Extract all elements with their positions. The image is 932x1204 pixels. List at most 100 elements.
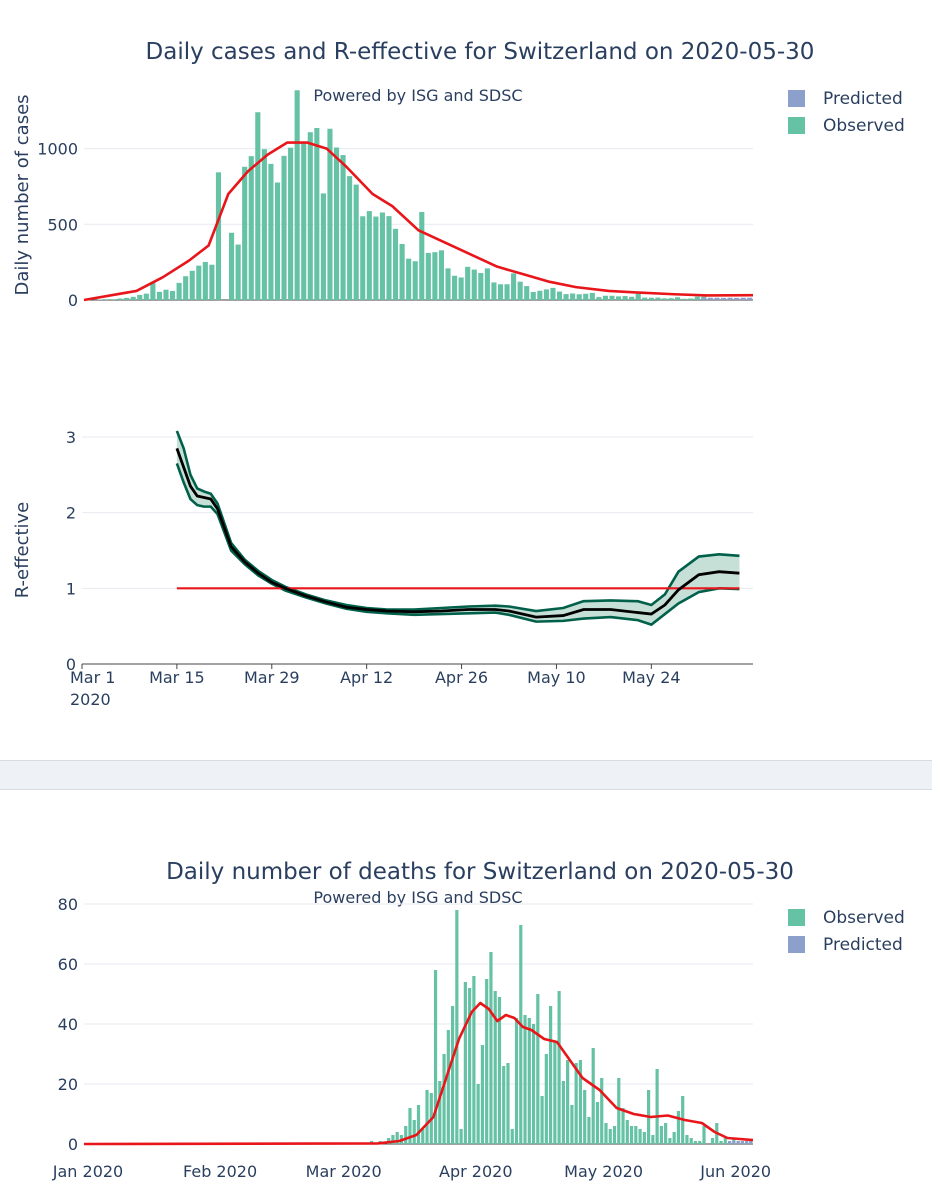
deaths-bar-observed bbox=[404, 1126, 407, 1144]
cases-bar-observed bbox=[583, 294, 588, 300]
legend-top[interactable]: Predicted Observed bbox=[788, 89, 905, 136]
r-y-tick-label: 1 bbox=[66, 579, 76, 598]
cases-bar-predicted bbox=[727, 298, 732, 300]
cases-bar-observed bbox=[163, 290, 168, 300]
chart-title: Daily number of deaths for Switzerland o… bbox=[166, 859, 794, 885]
cases-bar-observed bbox=[301, 143, 306, 300]
deaths-bar-observed bbox=[711, 1138, 714, 1144]
cases-bar-observed bbox=[445, 268, 450, 300]
cases-bar-observed bbox=[354, 185, 359, 300]
deaths-x-tick-label: Feb 2020 bbox=[183, 1162, 257, 1181]
deaths-bar-observed bbox=[540, 1096, 543, 1144]
deaths-bar-observed bbox=[558, 991, 561, 1144]
cases-bar-observed bbox=[118, 298, 123, 300]
cases-bar-observed bbox=[131, 297, 136, 300]
deaths-bar-observed bbox=[519, 925, 522, 1144]
legend-swatch-predicted[interactable] bbox=[788, 90, 805, 107]
cases-bar-observed bbox=[367, 211, 372, 300]
legend-label-predicted[interactable]: Predicted bbox=[823, 89, 903, 109]
deaths-bar-observed bbox=[532, 1024, 535, 1144]
deaths-bar-observed bbox=[570, 1105, 573, 1144]
cases-bar-observed bbox=[695, 297, 700, 300]
legend-swatch-observed[interactable] bbox=[788, 909, 805, 926]
deaths-y-tick-label: 60 bbox=[58, 955, 78, 974]
deaths-bar-observed bbox=[600, 1078, 603, 1144]
deaths-bar-observed bbox=[455, 910, 458, 1144]
cases-bar-observed bbox=[308, 132, 313, 300]
cases-bar-predicted bbox=[721, 298, 726, 300]
cases-bar-observed bbox=[177, 283, 182, 300]
deaths-bar-observed bbox=[536, 994, 539, 1144]
deaths-bar-predicted bbox=[728, 1141, 731, 1144]
cases-bar-observed bbox=[439, 250, 444, 300]
cases-bar-observed bbox=[550, 288, 555, 300]
cases-bar-observed bbox=[596, 297, 601, 300]
deaths-bar-observed bbox=[621, 1108, 624, 1144]
deaths-bar-observed bbox=[413, 1120, 416, 1144]
cases-bar-observed bbox=[544, 289, 549, 300]
legend-swatch-predicted[interactable] bbox=[788, 936, 805, 953]
deaths-y-tick-label: 40 bbox=[58, 1015, 78, 1034]
cases-bar-predicted bbox=[708, 298, 713, 300]
deaths-bar-observed bbox=[562, 1081, 565, 1144]
cases-bar-observed bbox=[511, 273, 516, 300]
r-x-tick-label: Apr 26 bbox=[435, 668, 488, 687]
deaths-bar-observed bbox=[523, 1015, 526, 1144]
legend-label-observed[interactable]: Observed bbox=[823, 908, 905, 928]
deaths-bar-observed bbox=[596, 1102, 599, 1144]
deaths-bar-observed bbox=[515, 1018, 518, 1144]
deaths-bar-observed bbox=[472, 976, 475, 1144]
deaths-bar-observed bbox=[425, 1090, 428, 1144]
cases-bar-observed bbox=[373, 217, 378, 300]
cases-r-figure: Daily cases and R-effective for Switzerl… bbox=[0, 0, 932, 760]
cases-bar-predicted bbox=[747, 298, 752, 300]
deaths-bar-observed bbox=[575, 1063, 578, 1144]
cases-bar-observed bbox=[564, 294, 569, 300]
legend-label-observed[interactable]: Observed bbox=[823, 116, 905, 136]
deaths-bar-observed bbox=[634, 1126, 637, 1144]
deaths-bar-observed bbox=[434, 970, 437, 1144]
deaths-bar-observed bbox=[451, 1006, 454, 1144]
deaths-bar-observed bbox=[494, 991, 497, 1144]
cases-bar-observed bbox=[321, 193, 326, 300]
cases-r-svg: Daily cases and R-effective for Switzerl… bbox=[0, 0, 932, 760]
deaths-bar-observed bbox=[617, 1078, 620, 1144]
deaths-bar-observed bbox=[668, 1138, 671, 1144]
cases-bar-observed bbox=[432, 252, 437, 300]
cases-y-axis-label: Daily number of cases bbox=[12, 94, 33, 295]
legend-bottom[interactable]: Observed Predicted bbox=[788, 908, 905, 955]
r-upper-bound-line bbox=[177, 431, 740, 611]
deaths-bar-observed bbox=[528, 1018, 531, 1144]
cases-bar-observed bbox=[268, 164, 273, 300]
cases-bar-observed bbox=[413, 261, 418, 300]
cases-bar-observed bbox=[472, 270, 477, 300]
cases-bar-observed bbox=[688, 298, 693, 300]
cases-bar-observed bbox=[603, 296, 608, 300]
cases-bar-observed bbox=[682, 299, 687, 300]
cases-bar-observed bbox=[196, 266, 201, 300]
cases-bar-observed bbox=[242, 167, 247, 300]
cases-bar-predicted bbox=[714, 298, 719, 300]
r-x-tick-label: Apr 12 bbox=[340, 668, 393, 687]
cases-bar-observed bbox=[190, 271, 195, 300]
deaths-bar-observed bbox=[604, 1123, 607, 1144]
cases-bar-observed bbox=[288, 148, 293, 300]
cases-bar-observed bbox=[570, 293, 575, 300]
legend-swatch-observed[interactable] bbox=[788, 117, 805, 134]
legend-label-predicted[interactable]: Predicted bbox=[823, 935, 903, 955]
cases-bar-observed bbox=[524, 286, 529, 300]
deaths-bar-observed bbox=[481, 1045, 484, 1144]
deaths-bar-observed bbox=[685, 1135, 688, 1144]
deaths-bar-observed bbox=[417, 1105, 420, 1144]
deaths-bar-observed bbox=[485, 979, 488, 1144]
cases-bar-observed bbox=[281, 156, 286, 300]
cases-bar-observed bbox=[262, 149, 267, 300]
cases-bar-observed bbox=[111, 299, 116, 300]
deaths-bar-predicted bbox=[749, 1141, 752, 1144]
cases-bar-predicted bbox=[741, 298, 746, 300]
deaths-bar-observed bbox=[545, 1054, 548, 1144]
cases-y-tick-label: 0 bbox=[68, 291, 78, 310]
deaths-svg: Daily number of deaths for Switzerland o… bbox=[0, 790, 932, 1200]
cases-bar-observed bbox=[157, 292, 162, 300]
r-x-tick-label: 2020 bbox=[70, 690, 111, 709]
